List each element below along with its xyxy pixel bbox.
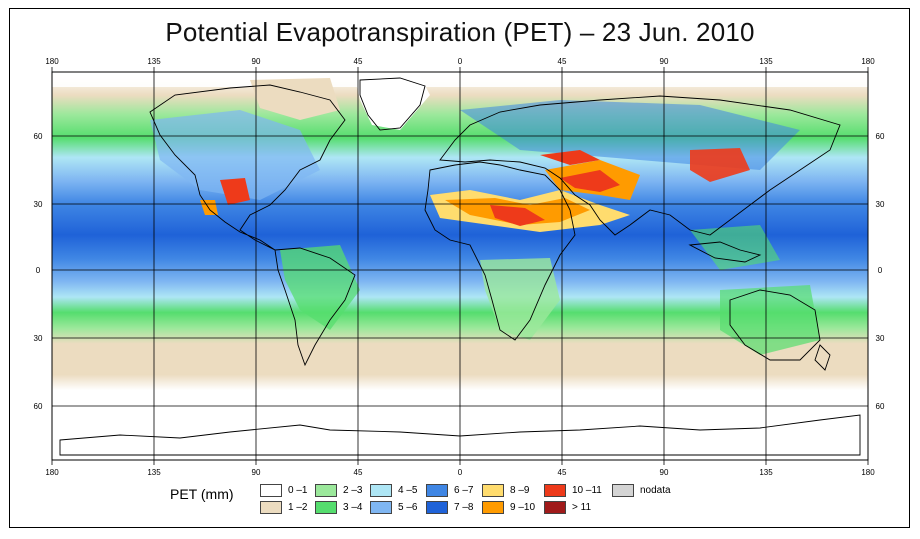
south-america-region [280, 245, 360, 330]
lon-labels-top: 180 135 90 45 0 45 90 135 180 [45, 57, 875, 66]
legend-swatch-3-4 [315, 501, 337, 514]
legend-label-6-7: 6 –7 [454, 485, 474, 496]
legend-label-3-4: 3 –4 [343, 502, 363, 513]
legend-swatch-8-9 [482, 484, 504, 497]
canada-arctic-region [250, 78, 340, 120]
caspian-hot [540, 150, 600, 165]
lat-labels-right: 60 30 0 30 60 [876, 132, 885, 411]
tick-marks [51, 67, 869, 465]
legend-swatch-10-11 [544, 484, 566, 497]
sahara-core [490, 205, 545, 226]
legend-swatch-6-7 [426, 484, 448, 497]
lon-label-bottom: 45 [354, 468, 363, 477]
lat-label-left: 60 [34, 132, 43, 141]
lon-label-bottom: 45 [558, 468, 567, 477]
map-title: Potential Evapotranspiration (PET) – 23 … [165, 17, 755, 47]
lon-label-bottom: 90 [660, 468, 669, 477]
lon-label-bottom: 135 [759, 468, 773, 477]
lon-label-top: 45 [558, 57, 567, 66]
legend-label-2-3: 2 –3 [343, 485, 363, 496]
lat-label-right: 30 [876, 200, 885, 209]
lon-label-top: 45 [354, 57, 363, 66]
lat-label-right: 0 [878, 266, 883, 275]
lat-label-right: 30 [876, 334, 885, 343]
australia-region [720, 285, 820, 355]
lat-label-right: 60 [876, 132, 885, 141]
legend-swatch-7-8 [426, 501, 448, 514]
lat-label-left: 30 [34, 200, 43, 209]
lat-label-left: 30 [34, 334, 43, 343]
lon-label-top: 180 [861, 57, 875, 66]
north-america-coast [149, 84, 346, 251]
greenland-coast [359, 77, 426, 131]
lon-label-top: 90 [252, 57, 261, 66]
graticule [51, 72, 869, 460]
legend-swatch-0-1 [260, 484, 282, 497]
legend-label-5-6: 5 –6 [398, 502, 418, 513]
lat-label-left: 60 [34, 402, 43, 411]
sw-usa-hot [220, 178, 250, 205]
legend-label-7-8: 7 –8 [454, 502, 474, 513]
africa-south-region [480, 258, 560, 340]
legend-swatch-4-5 [370, 484, 392, 497]
legend: PET (mm) 0 –1 1 –2 2 –3 3 –4 4 –5 5 –6 6… [170, 484, 730, 524]
middle-east-hot [560, 170, 620, 192]
lon-label-top: 135 [759, 57, 773, 66]
eurasia-coast [439, 95, 841, 236]
lat-labels-left: 60 30 0 30 60 [34, 132, 43, 411]
antarctica-coast [59, 414, 861, 456]
legend-swatch-over-11 [544, 501, 566, 514]
legend-label-1-2: 1 –2 [288, 502, 308, 513]
legend-label-4-5: 4 –5 [398, 485, 418, 496]
lon-label-bottom: 0 [458, 468, 463, 477]
lat-label-left: 0 [36, 266, 41, 275]
lon-label-top: 0 [458, 57, 463, 66]
lon-label-top: 180 [45, 57, 59, 66]
legend-swatch-5-6 [370, 501, 392, 514]
legend-label-9-10: 9 –10 [510, 502, 536, 513]
legend-swatch-9-10 [482, 501, 504, 514]
lat-label-right: 60 [876, 402, 885, 411]
coastlines [59, 77, 861, 456]
australia-coast [729, 289, 821, 361]
legend-swatch-nodata [612, 484, 634, 497]
lon-label-top: 135 [147, 57, 161, 66]
africa-coast [424, 161, 576, 341]
indonesia-coast [688, 241, 762, 263]
legend-label-0-1: 0 –1 [288, 485, 308, 496]
legend-label-10-11: 10 –11 [572, 485, 602, 496]
greenland-region [355, 76, 430, 130]
lon-labels-bottom: 180 135 90 45 0 45 90 135 180 [45, 468, 875, 477]
legend-label-8-9: 8 –9 [510, 485, 530, 496]
lon-label-bottom: 135 [147, 468, 161, 477]
legend-label-nodata: nodata [640, 485, 671, 496]
new-zealand-coast [814, 344, 831, 371]
lon-label-bottom: 180 [861, 468, 875, 477]
legend-swatch-1-2 [260, 501, 282, 514]
lon-label-bottom: 90 [252, 468, 261, 477]
lon-label-top: 90 [660, 57, 669, 66]
north-america-region [150, 110, 320, 200]
lon-label-bottom: 180 [45, 468, 59, 477]
south-america-coast [274, 247, 356, 367]
maritime-asia-region [690, 225, 780, 270]
legend-label-over-11: > 11 [572, 502, 591, 513]
legend-title: PET (mm) [170, 486, 234, 502]
gobi-hot [690, 148, 750, 182]
legend-swatch-2-3 [315, 484, 337, 497]
